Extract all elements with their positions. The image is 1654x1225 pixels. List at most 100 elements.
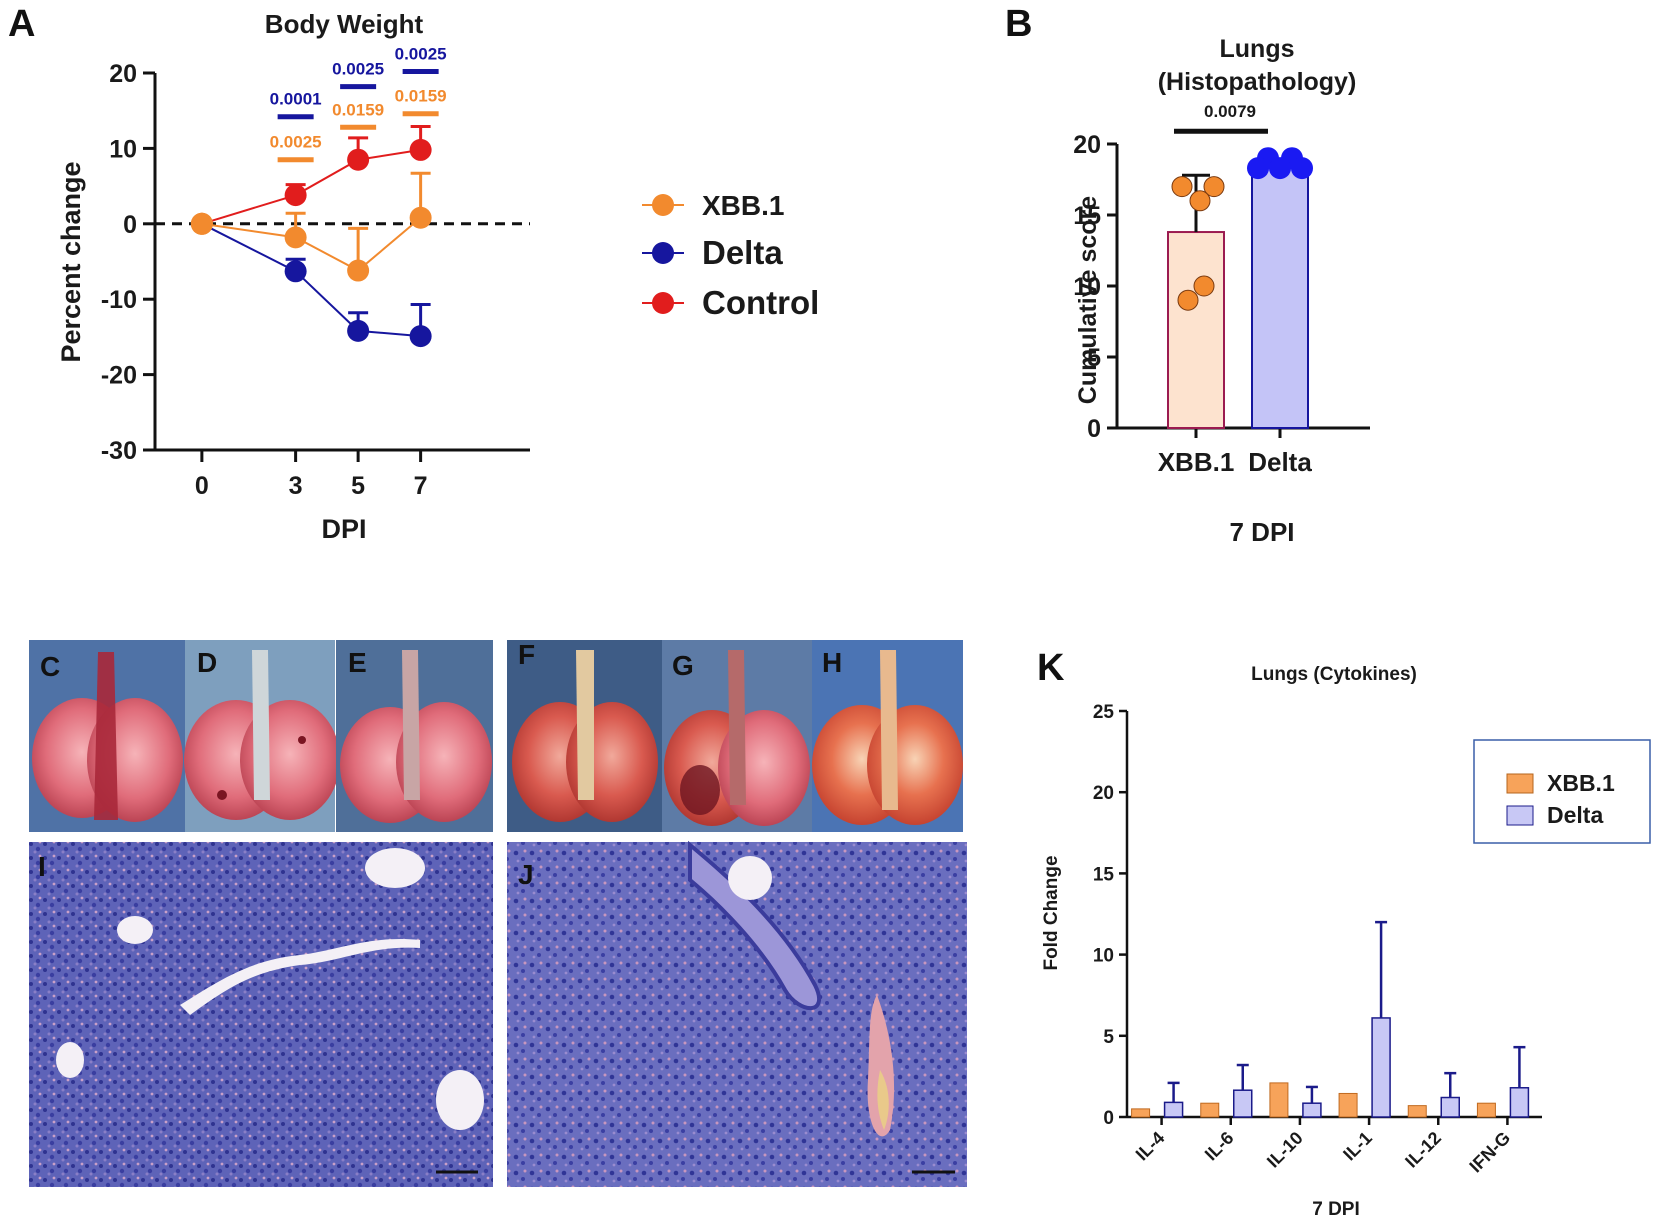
chart-b-point xyxy=(1247,157,1269,180)
chart-k-legend-box xyxy=(1473,739,1651,844)
chart-b-bar xyxy=(1167,231,1225,429)
chart-k-category-label: IL-6 xyxy=(1201,1128,1238,1165)
chart-k-y-tick-label: 15 xyxy=(1093,864,1115,885)
legend-marker-xbb xyxy=(652,194,674,216)
chart-k-category-label: IL-4 xyxy=(1132,1128,1169,1165)
chart-k-category-label: IL-12 xyxy=(1401,1128,1445,1172)
chart-a-series-line xyxy=(201,222,421,338)
chart-a-x-tick-label: 0 xyxy=(195,472,209,500)
chart-b-point xyxy=(1171,176,1193,198)
photo-g-lesion xyxy=(680,765,720,815)
chart-a-p-value: 0.0159 xyxy=(395,87,447,106)
chart-a-point xyxy=(347,259,370,282)
panel-label-c: C xyxy=(40,651,60,682)
chart-a-p-value: 0.0159 xyxy=(332,100,384,119)
photo-i-airway xyxy=(180,938,420,1015)
chart-k-bar-delta xyxy=(1233,1089,1253,1118)
chart-b-point xyxy=(1189,190,1211,212)
photo-e-trachea xyxy=(402,650,420,800)
chart-k-ylabel: Fold Change xyxy=(1041,855,1062,970)
chart-k-bar-xbb xyxy=(1338,1092,1358,1118)
panel-label-f: F xyxy=(518,639,535,670)
chart-a-point xyxy=(347,148,370,171)
chart-k-legend-label-delta: Delta xyxy=(1547,802,1603,828)
chart-k-title: Lungs (Cytokines) xyxy=(1251,664,1417,685)
chart-b-category-label: Delta xyxy=(1248,447,1312,477)
chart-a-p-value: 0.0001 xyxy=(270,90,322,109)
chart-a-point xyxy=(409,138,432,161)
chart-k-category-label: IFN-G xyxy=(1465,1128,1514,1177)
chart-a-xlabel: DPI xyxy=(321,514,366,544)
chart-k-legend-swatch-delta xyxy=(1506,805,1534,826)
chart-k-bar-delta xyxy=(1509,1087,1530,1118)
chart-a-y-tick-label: 0 xyxy=(123,211,137,239)
panel-label-i: I xyxy=(38,851,46,882)
chart-k-bar-delta xyxy=(1371,1017,1391,1118)
chart-a-series-line xyxy=(201,217,422,272)
chart-k-legend-label-xbb: XBB.1 xyxy=(1547,770,1615,796)
chart-b-y-tick-label: 5 xyxy=(1087,344,1101,372)
photo-f-trachea xyxy=(576,650,594,800)
photo-d-lesion xyxy=(298,736,306,744)
photo-i-alveolus xyxy=(56,1042,84,1078)
photo-i-alveolus xyxy=(436,1070,484,1130)
chart-a-x-tick-label: 3 xyxy=(289,472,303,500)
gross-lung-photos: C D E F G H xyxy=(29,639,963,832)
chart-k-bar-delta xyxy=(1302,1102,1322,1118)
chart-a-y-tick-label: 10 xyxy=(109,135,137,163)
chart-b-plot: 0 5 10 15 20 XBB.1 Delta 0.0079 xyxy=(1073,102,1370,477)
chart-b-y-tick-label: 20 xyxy=(1073,131,1101,159)
chart-a-point xyxy=(284,226,307,249)
chart-k-legend: XBB.1 Delta xyxy=(1473,739,1651,844)
panel-label-g: G xyxy=(672,650,694,681)
panel-k: K Lungs (Cytokines) 0 5 10 15 20 25 IL-4 IL-6 IL… xyxy=(1037,647,1651,1220)
chart-b-y-tick-label: 15 xyxy=(1073,202,1101,230)
chart-a-point xyxy=(284,184,307,207)
chart-k-y-tick-label: 10 xyxy=(1093,946,1114,967)
photo-j-alveolus xyxy=(728,856,772,900)
legend-marker-delta xyxy=(652,242,674,264)
chart-b-subtitle: (Histopathology) xyxy=(1158,68,1357,96)
chart-a-x-tick-label: 7 xyxy=(414,472,428,500)
chart-a-p-value: 0.0025 xyxy=(395,44,447,63)
photo-d-trachea xyxy=(252,650,270,800)
chart-k-y-tick-label: 20 xyxy=(1093,783,1114,804)
photo-h-trachea xyxy=(880,650,898,810)
chart-b-bar xyxy=(1251,167,1309,429)
panel-label-a: A xyxy=(8,3,35,45)
chart-a-series-line xyxy=(201,148,421,225)
photo-e-right-lobe xyxy=(396,702,492,822)
chart-b-title: Lungs xyxy=(1220,35,1295,63)
panel-label-d: D xyxy=(197,647,217,678)
chart-b-ylabel: Cumulative score xyxy=(1074,196,1102,405)
chart-a-p-value: 0.0025 xyxy=(332,60,384,79)
chart-k-legend-swatch-xbb xyxy=(1506,773,1534,794)
histology-photos: I J xyxy=(29,840,967,1187)
chart-b-xlabel: 7 DPI xyxy=(1229,517,1294,547)
chart-a-point xyxy=(347,319,370,342)
chart-k-bar-xbb xyxy=(1131,1108,1151,1118)
chart-k-bar-xbb xyxy=(1476,1102,1496,1118)
panel-a: A Body Weight -30 -20 -10 0 10 20 0 3 5 7 0.0001 0.… xyxy=(8,3,819,544)
chart-a-ylabel: Percent change xyxy=(56,161,86,362)
chart-k-y-tick-label: 0 xyxy=(1103,1108,1114,1129)
chart-a-point xyxy=(190,212,213,235)
chart-k-y-tick-label: 5 xyxy=(1103,1027,1114,1048)
panel-label-j: J xyxy=(518,859,534,890)
legend-label-control: Control xyxy=(702,284,819,321)
photo-i-alveolus xyxy=(117,916,153,944)
chart-a-y-tick-label: -20 xyxy=(101,362,137,390)
chart-b-point xyxy=(1193,275,1215,297)
photo-c-trachea xyxy=(94,652,118,820)
chart-a-x-tick-label: 5 xyxy=(351,472,365,500)
chart-k-category-label: IL-10 xyxy=(1263,1128,1307,1172)
chart-a-y-tick-label: -30 xyxy=(101,437,137,465)
chart-k-bar-xbb xyxy=(1269,1082,1289,1118)
chart-b-point xyxy=(1291,157,1313,180)
chart-b-category-label: XBB.1 xyxy=(1158,447,1235,477)
chart-b-y-tick-label: 10 xyxy=(1073,273,1101,301)
legend-label-xbb: XBB.1 xyxy=(702,190,784,221)
chart-k-bar-xbb xyxy=(1200,1102,1220,1118)
photo-i-histology xyxy=(29,842,493,1187)
chart-b-y-tick-label: 0 xyxy=(1087,415,1101,443)
